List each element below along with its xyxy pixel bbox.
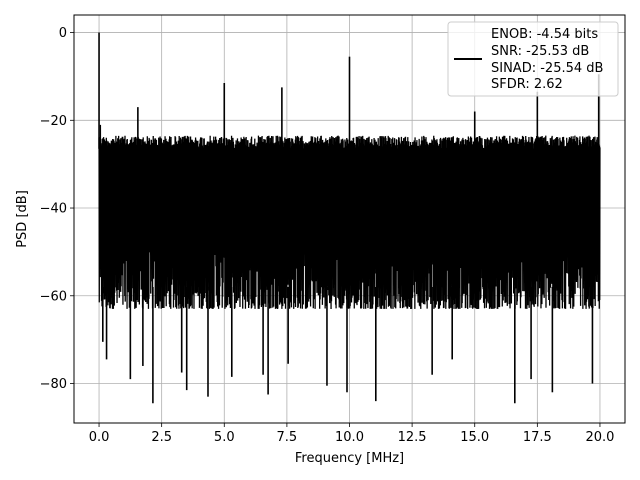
y-tick-label: 0	[59, 26, 67, 41]
x-tick-label: 2.5	[151, 430, 172, 445]
y-tick-label: −60	[40, 289, 67, 304]
y-tick-label: −40	[40, 202, 67, 217]
x-tick-label: 7.5	[277, 430, 298, 445]
x-tick-label: 10.0	[335, 430, 364, 445]
psd-noise-trace	[98, 124, 601, 309]
legend-sinad: SINAD: -25.54 dB	[491, 61, 603, 76]
x-tick-label: 5.0	[214, 430, 235, 445]
legend-box	[447, 21, 619, 97]
x-tick-label: 17.5	[523, 430, 552, 445]
axis-ticks: 0.0 2.5 5.0 7.5 10.0 12.5 15.0 17.5 20.0 0 −20 −40 −…	[40, 26, 615, 445]
x-tick-label: 12.5	[398, 430, 427, 445]
x-axis-label: Frequency [MHz]	[295, 451, 404, 466]
x-tick-label: 20.0	[585, 430, 614, 445]
legend: ENOB: -4.54 bits SNR: -25.53 dB SINAD: -…	[447, 21, 619, 97]
psd-trace	[98, 32, 601, 404]
legend-snr: SNR: -25.53 dB	[491, 44, 589, 59]
y-tick-label: −80	[40, 377, 67, 392]
legend-sfdr: SFDR: 2.62	[491, 77, 563, 92]
x-tick-label: 15.0	[460, 430, 489, 445]
y-tick-label: −20	[40, 114, 67, 129]
y-axis-label: PSD [dB]	[15, 190, 30, 248]
x-tick-label: 0.0	[89, 430, 110, 445]
legend-enob: ENOB: -4.54 bits	[491, 27, 598, 42]
